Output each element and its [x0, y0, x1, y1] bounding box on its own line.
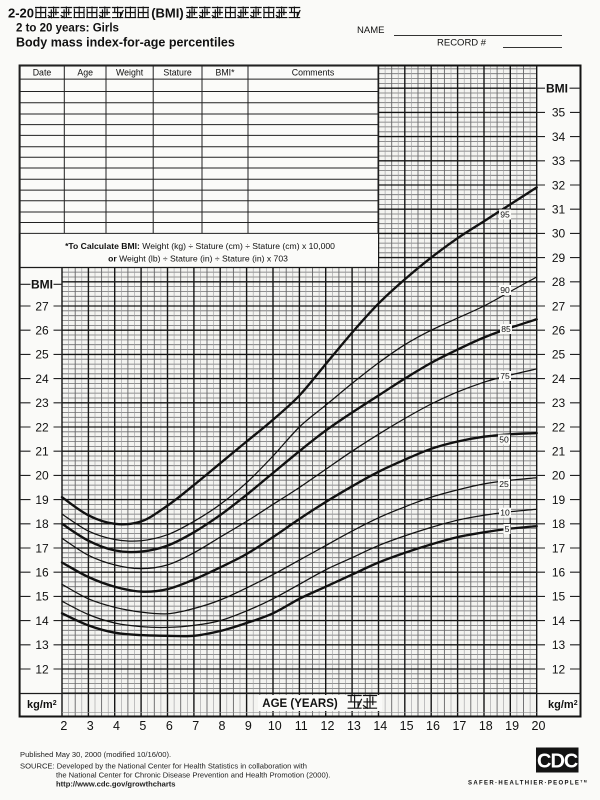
svg-text:75: 75 [500, 371, 510, 381]
svg-text:Body mass index-for-age percen: Body mass index-for-age percentiles [16, 36, 235, 50]
svg-text:BMI*: BMI* [215, 68, 235, 78]
svg-text:11: 11 [295, 719, 308, 733]
svg-text:kg/m2: kg/m2 [27, 699, 57, 711]
svg-text:13: 13 [552, 638, 566, 652]
svg-text:BMI: BMI [546, 82, 568, 96]
svg-text:12: 12 [35, 662, 49, 676]
svg-text:12: 12 [552, 662, 566, 676]
svg-text:22: 22 [552, 420, 566, 434]
svg-text:20: 20 [35, 469, 49, 483]
svg-text:18: 18 [479, 719, 493, 733]
svg-text:6: 6 [166, 719, 173, 733]
svg-text:15: 15 [400, 719, 414, 733]
svg-text:2-20: 2-20 [8, 6, 34, 21]
svg-text:NAME: NAME [357, 25, 384, 36]
svg-text:19: 19 [552, 493, 566, 507]
svg-text:26: 26 [552, 324, 566, 338]
svg-text:33: 33 [552, 154, 566, 168]
svg-text:34: 34 [552, 130, 566, 144]
svg-text:the National Center for Chroni: the National Center for Chronic Disease … [56, 771, 330, 780]
svg-text:10: 10 [268, 719, 282, 733]
svg-text:12: 12 [321, 719, 335, 733]
svg-text:2 to 20 years: Girls: 2 to 20 years: Girls [16, 23, 119, 35]
svg-text:17: 17 [35, 541, 49, 555]
svg-text:Comments: Comments [292, 68, 335, 78]
svg-text:15: 15 [552, 590, 566, 604]
svg-text:16: 16 [552, 566, 566, 580]
svg-text:Published May 30, 2000 (modifi: Published May 30, 2000 (modified 10/16/0… [20, 750, 171, 759]
svg-text:14: 14 [373, 719, 387, 733]
svg-text:Date: Date [33, 68, 52, 78]
svg-text:23: 23 [35, 396, 49, 410]
svg-text:17: 17 [552, 541, 566, 555]
svg-text:2: 2 [60, 719, 67, 733]
svg-text:SAFER·HEALTHIER·PEOPLETM: SAFER·HEALTHIER·PEOPLETM [468, 780, 588, 787]
svg-text:20: 20 [532, 719, 546, 733]
svg-text:32: 32 [552, 178, 566, 192]
svg-text:31: 31 [552, 203, 566, 217]
svg-text:26: 26 [35, 324, 49, 338]
svg-text:Age: Age [77, 68, 93, 78]
svg-text:SOURCE: Developed by the Natio: SOURCE: Developed by the National Center… [20, 762, 307, 771]
svg-text:22: 22 [35, 420, 49, 434]
svg-text:http://www.cdc.gov/growthchart: http://www.cdc.gov/growthcharts [56, 780, 176, 789]
svg-text:(BMI): (BMI) [151, 6, 184, 21]
svg-text:15: 15 [35, 590, 49, 604]
svg-text:5: 5 [139, 719, 146, 733]
svg-text:CDC: CDC [537, 751, 578, 773]
svg-text:27: 27 [552, 299, 566, 313]
svg-text:RECORD #: RECORD # [437, 38, 487, 49]
svg-text:13: 13 [347, 719, 361, 733]
svg-text:Weight: Weight [116, 68, 144, 78]
svg-text:27: 27 [35, 299, 49, 313]
svg-text:21: 21 [552, 445, 566, 459]
svg-text:23: 23 [552, 396, 566, 410]
svg-text:18: 18 [552, 517, 566, 531]
svg-text:BMI: BMI [31, 278, 53, 292]
svg-text:25: 25 [35, 348, 49, 362]
svg-text:19: 19 [505, 719, 519, 733]
svg-text:30: 30 [552, 227, 566, 241]
svg-text:95: 95 [500, 210, 510, 220]
svg-text:or Weight (lb) ÷ Stature (in): or Weight (lb) ÷ Stature (in) ÷ Stature … [108, 254, 288, 264]
svg-text:8: 8 [219, 719, 226, 733]
svg-text:21: 21 [35, 445, 49, 459]
svg-text:28: 28 [552, 275, 566, 289]
svg-text:5: 5 [505, 524, 510, 534]
svg-text:24: 24 [552, 372, 566, 386]
svg-text:16: 16 [426, 719, 440, 733]
svg-text:Stature: Stature [163, 68, 191, 78]
svg-text:9: 9 [245, 719, 252, 733]
svg-text:10: 10 [500, 508, 510, 518]
svg-text:14: 14 [35, 614, 49, 628]
svg-text:50: 50 [499, 435, 509, 445]
svg-text:14: 14 [552, 614, 566, 628]
svg-text:29: 29 [552, 251, 566, 265]
svg-text:3: 3 [87, 719, 94, 733]
svg-text:18: 18 [35, 517, 49, 531]
svg-text:25: 25 [499, 479, 509, 489]
svg-text:*To Calculate BMI: Weight (kg): *To Calculate BMI: Weight (kg) ÷ Stature… [65, 241, 335, 251]
svg-text:13: 13 [35, 638, 49, 652]
svg-text:25: 25 [552, 348, 566, 362]
svg-text:AGE (YEARS): AGE (YEARS) [262, 698, 338, 710]
svg-text:16: 16 [35, 566, 49, 580]
svg-text:90: 90 [500, 285, 510, 295]
svg-text:19: 19 [35, 493, 49, 507]
svg-text:24: 24 [35, 372, 49, 386]
svg-text:35: 35 [552, 106, 566, 120]
svg-text:20: 20 [552, 469, 566, 483]
svg-text:4: 4 [113, 719, 120, 733]
svg-text:17: 17 [452, 719, 466, 733]
svg-text:85: 85 [501, 324, 511, 334]
svg-text:7: 7 [192, 719, 199, 733]
svg-text:kg/m2: kg/m2 [548, 699, 578, 711]
